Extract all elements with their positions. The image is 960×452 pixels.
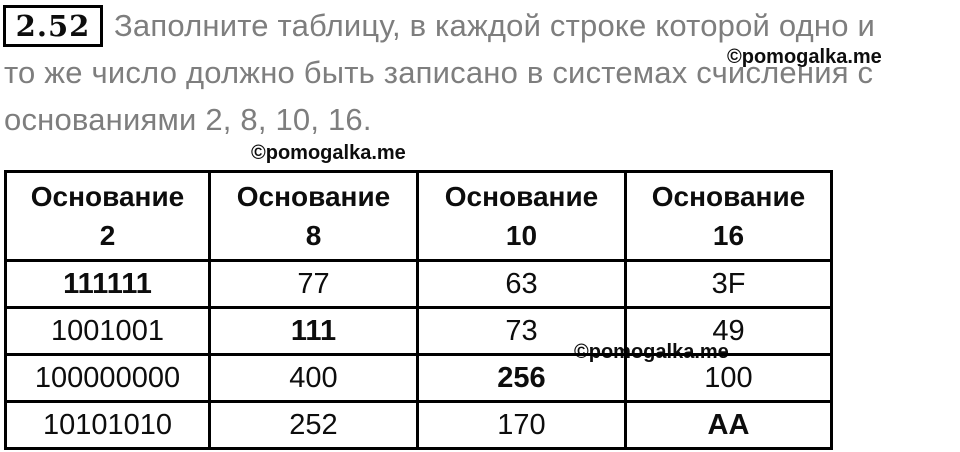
table-cell: 63	[416, 259, 627, 309]
column-header-word: Основание	[30, 180, 185, 212]
column-header-base: 2	[99, 220, 116, 251]
task-number: 2.52	[15, 9, 91, 43]
table-cell: 1001001	[4, 306, 211, 356]
column-header-base-8: Основание 8	[208, 170, 419, 262]
table-row: 1001001 111 73 49	[4, 306, 833, 356]
table-cell: 10101010	[4, 400, 211, 450]
table-row: 100000000 400 256 100	[4, 353, 833, 403]
watermark: ©pomogalka.me	[251, 142, 406, 164]
task-text-line-3: основаниями 2, 8, 10, 16.	[4, 102, 372, 137]
table-cell: 111111	[4, 259, 211, 309]
table-cell: 100000000	[4, 353, 211, 403]
task-text-line-1: Заполните таблицу, в каждой строке котор…	[114, 8, 875, 43]
task-text-line-2: то же число должно быть записано в систе…	[4, 55, 874, 90]
table-cell: 77	[208, 259, 419, 309]
table-header-row: Основание 2 Основание 8 Основание 10 Осн…	[4, 170, 833, 262]
column-header-base: 16	[712, 220, 745, 251]
column-header-word: Основание	[236, 180, 391, 212]
column-header-base: 10	[505, 220, 538, 251]
table-row: 10101010 252 170 AA	[4, 400, 833, 450]
column-header-base-2: Основание 2	[4, 170, 211, 262]
table-cell: AA	[624, 400, 833, 450]
column-header-word: Основание	[444, 180, 599, 212]
column-header-base-16: Основание 16	[624, 170, 833, 262]
table-cell: 73	[416, 306, 627, 356]
table-cell: 400	[208, 353, 419, 403]
table-cell: 49	[624, 306, 833, 356]
column-header-base-10: Основание 10	[416, 170, 627, 262]
table-cell: 170	[416, 400, 627, 450]
table-cell: 100	[624, 353, 833, 403]
table-cell: 3F	[624, 259, 833, 309]
watermark: ©pomogalka.me	[727, 46, 882, 68]
table-cell: 256	[416, 353, 627, 403]
column-header-word: Основание	[651, 180, 806, 212]
task-number-box: 2.52	[3, 5, 103, 47]
column-header-base: 8	[305, 220, 322, 251]
table-cell: 252	[208, 400, 419, 450]
number-systems-table: Основание 2 Основание 8 Основание 10 Осн…	[4, 170, 833, 450]
table-cell: 111	[208, 306, 419, 356]
table-row: 111111 77 63 3F	[4, 259, 833, 309]
